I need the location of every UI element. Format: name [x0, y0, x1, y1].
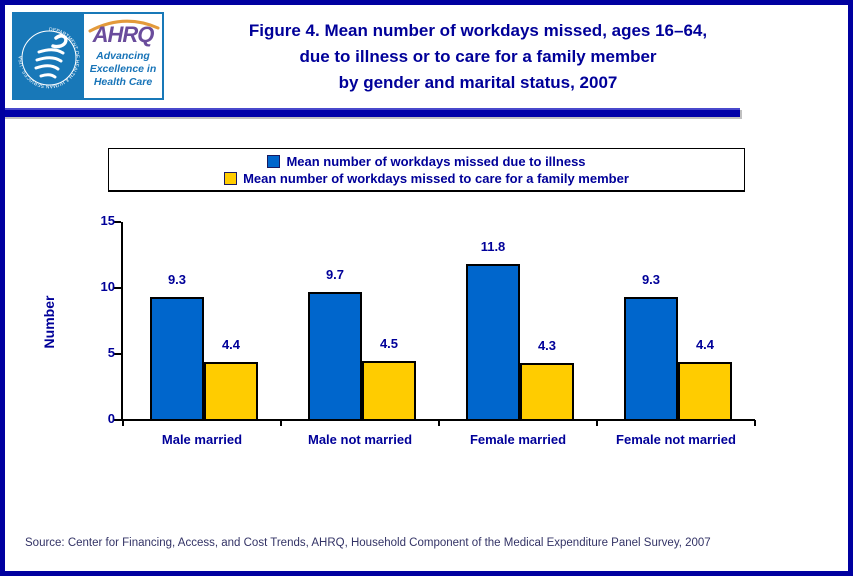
y-tick-label: 10	[100, 279, 115, 294]
ahrq-panel: AHRQ Advancing Excellence in Health Care	[84, 14, 162, 98]
figure-title-line: by gender and marital status, 2007	[338, 73, 618, 92]
figure-title: Figure 4. Mean number of workdays missed…	[168, 18, 788, 96]
ahrq-tagline: Advancing Excellence in Health Care	[84, 50, 162, 89]
bar-value-label: 4.3	[537, 338, 557, 354]
category-label: Male married	[161, 432, 243, 447]
legend-item-family-care: Mean number of workdays missed to care f…	[109, 171, 744, 186]
bar-value-label: 4.4	[221, 336, 241, 352]
y-tick-label: 5	[107, 345, 115, 360]
ahrq-tagline-line: Excellence in	[89, 63, 157, 75]
y-tick-mark	[113, 353, 121, 355]
bar-value-label: 9.7	[325, 266, 345, 282]
ahrq-arc-icon	[88, 19, 160, 33]
bar-illness	[308, 291, 362, 421]
legend: Mean number of workdays missed due to il…	[108, 148, 745, 192]
y-tick-mark	[113, 419, 121, 421]
bar-value-label: 4.5	[379, 335, 399, 351]
y-tick-label: 0	[107, 411, 115, 426]
x-tick-mark	[438, 420, 440, 426]
x-tick-mark	[122, 420, 124, 426]
y-tick-mark	[113, 287, 121, 289]
category-label: Female not married	[616, 432, 736, 447]
y-tick-mark	[113, 221, 121, 223]
legend-label: Mean number of workdays missed due to il…	[286, 153, 586, 169]
legend-swatch-illness	[267, 154, 281, 168]
y-tick-label: 15	[100, 213, 115, 228]
ahrq-tagline-line: Health Care	[93, 76, 153, 88]
hhs-seal: DEPARTMENT OF HEALTH & HUMAN SERVICES · …	[14, 14, 84, 98]
x-axis-line	[115, 419, 755, 421]
bar-family-care	[204, 361, 258, 421]
legend-item-illness: Mean number of workdays missed due to il…	[109, 154, 744, 169]
category-label: Female married	[469, 432, 567, 447]
bar-value-label: 9.3	[167, 272, 187, 288]
bar-family-care	[362, 360, 416, 421]
bar-family-care	[520, 363, 574, 421]
hhs-eagle-icon: DEPARTMENT OF HEALTH & HUMAN SERVICES · …	[18, 27, 80, 89]
bar-illness	[150, 297, 204, 421]
bar-illness	[466, 264, 520, 421]
bar-family-care	[678, 361, 732, 421]
bar-value-label: 4.4	[695, 336, 715, 352]
y-axis-line	[121, 222, 123, 421]
title-divider-bar	[0, 108, 740, 117]
source-note: Source: Center for Financing, Access, an…	[25, 537, 711, 549]
legend-label: Mean number of workdays missed to care f…	[243, 170, 629, 186]
ahrq-wordmark: AHRQ	[92, 22, 155, 47]
bar-value-label: 9.3	[641, 272, 661, 288]
x-tick-mark	[280, 420, 282, 426]
figure-title-line: due to illness or to care for a family m…	[299, 47, 657, 66]
bar-illness	[624, 297, 678, 421]
category-label: Male not married	[307, 432, 413, 447]
figure-title-line: Figure 4. Mean number of workdays missed…	[248, 21, 708, 40]
y-axis-title: Number	[41, 295, 57, 349]
x-tick-mark	[754, 420, 756, 426]
hhs-ahrq-logo: DEPARTMENT OF HEALTH & HUMAN SERVICES · …	[12, 12, 164, 100]
x-tick-mark	[596, 420, 598, 426]
ahrq-tagline-line: Advancing	[96, 50, 150, 62]
bar-value-label: 11.8	[480, 239, 506, 255]
legend-swatch-family-care	[224, 171, 238, 185]
